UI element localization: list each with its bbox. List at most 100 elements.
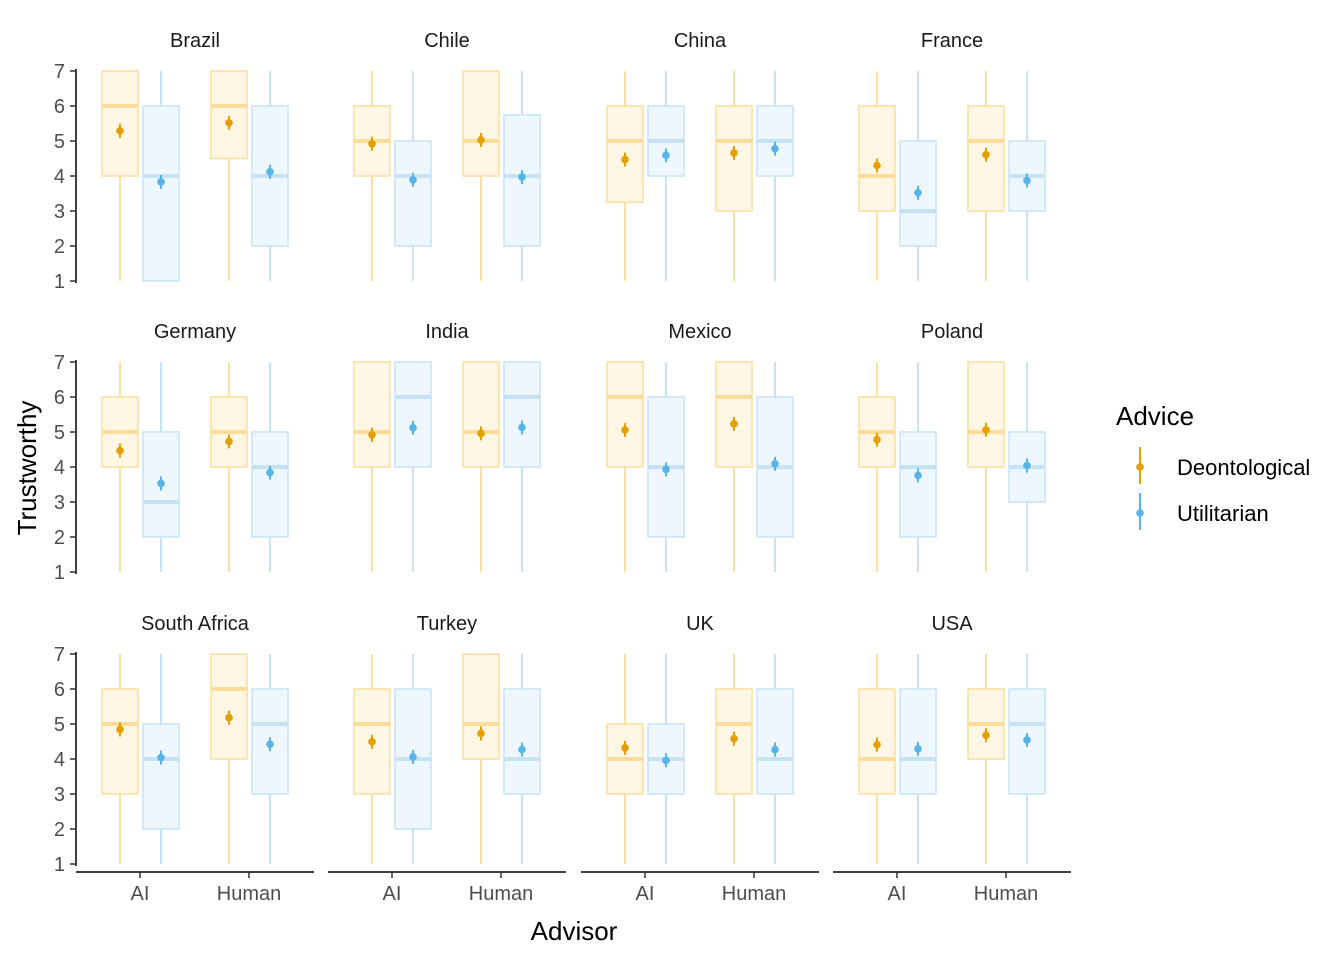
box: [503, 688, 541, 795]
mean-point: [368, 431, 376, 439]
box: [899, 431, 937, 538]
mean-point: [1023, 176, 1031, 185]
box: [462, 70, 500, 177]
y-tick-label: 3: [54, 492, 65, 514]
x-tick-label: Human: [469, 883, 533, 905]
box: [606, 361, 644, 468]
y-tick-label: 1: [54, 562, 65, 584]
facet-panel-mexico: Mexico: [606, 321, 794, 572]
box: [503, 361, 541, 468]
x-tick-label: AI: [888, 883, 907, 905]
x-tick-label: Human: [974, 883, 1038, 905]
mean-point: [730, 734, 738, 743]
legend-key-point: [1136, 509, 1144, 517]
y-axis-title: Trustworthy: [12, 401, 42, 536]
mean-point: [771, 460, 779, 468]
legend: Advice Deontological Utilitarian: [1116, 401, 1310, 530]
x-tick-label: AI: [383, 883, 402, 905]
facet-panel-turkey: Turkey AI Human: [328, 613, 566, 905]
mean-point: [982, 426, 990, 434]
legend-title: Advice: [1116, 401, 1194, 431]
y-tick-label: 5: [54, 422, 65, 444]
mean-point: [914, 745, 922, 753]
box: [101, 70, 139, 177]
y-tick-label: 7: [54, 61, 65, 83]
facet-panels: Brazil 1 2 3 4 5 6 7 Chile China France Germany 1 2 3 4…: [54, 30, 1071, 905]
box: [101, 688, 139, 795]
facet-panel-brazil: Brazil 1 2 3 4 5 6 7: [54, 30, 289, 293]
y-tick-label: 3: [54, 201, 65, 223]
mean-point: [662, 465, 670, 474]
mean-point: [518, 173, 526, 181]
mean-point: [266, 740, 274, 749]
mean-point: [621, 744, 629, 752]
legend-entry-label: Utilitarian: [1177, 501, 1269, 526]
mean-point: [621, 426, 629, 434]
box: [210, 653, 248, 760]
y-tick-label: 6: [54, 96, 65, 118]
facet-strip-label: Brazil: [170, 30, 220, 52]
facet-panel-uk: UK AI Human: [581, 613, 819, 905]
box: [899, 688, 937, 795]
x-axis-title: Advisor: [531, 916, 618, 946]
y-tick-label: 3: [54, 784, 65, 806]
mean-point: [225, 119, 233, 127]
facet-strip-label: Germany: [154, 321, 236, 343]
mean-point: [730, 149, 738, 157]
mean-point: [477, 429, 485, 438]
y-tick-label: 4: [54, 749, 65, 771]
y-tick-label: 2: [54, 819, 65, 841]
mean-point: [914, 471, 922, 480]
x-tick-label: AI: [131, 883, 150, 905]
facet-strip-label: USA: [931, 613, 973, 635]
mean-point: [477, 136, 485, 144]
box: [394, 361, 432, 468]
box: [715, 688, 753, 795]
y-tick-label: 5: [54, 131, 65, 153]
mean-point: [621, 155, 629, 164]
x-tick-label: Human: [722, 883, 786, 905]
mean-point: [368, 140, 376, 148]
facet-panel-germany: Germany 1 2 3 4 5 6 7: [54, 321, 289, 584]
box: [756, 688, 794, 795]
box: [462, 653, 500, 760]
box: [142, 723, 180, 830]
mean-point: [771, 745, 779, 754]
y-tick-label: 4: [54, 457, 65, 479]
mean-point: [518, 423, 526, 432]
mean-point: [771, 144, 779, 153]
box: [210, 70, 248, 160]
y-tick-label: 7: [54, 644, 65, 666]
mean-point: [116, 725, 124, 734]
facet-strip-label: Turkey: [417, 613, 477, 635]
facet-panel-chile: Chile: [353, 30, 541, 281]
box: [394, 140, 432, 247]
mean-point: [873, 740, 881, 749]
mean-point: [157, 479, 165, 488]
mean-point: [982, 731, 990, 739]
box: [251, 431, 289, 538]
y-tick-label: 1: [54, 271, 65, 293]
mean-point: [1023, 736, 1031, 744]
mean-point: [225, 437, 233, 446]
mean-point: [662, 151, 670, 160]
box: [462, 361, 500, 468]
mean-point: [116, 446, 124, 455]
facet-panel-france: France: [858, 30, 1046, 281]
facet-strip-label: UK: [686, 613, 714, 635]
y-tick-label: 6: [54, 387, 65, 409]
facet-strip-label: China: [674, 30, 727, 52]
legend-entry-label: Deontological: [1177, 455, 1310, 480]
mean-point: [982, 150, 990, 159]
mean-point: [225, 713, 233, 722]
mean-point: [116, 127, 124, 135]
mean-point: [409, 424, 417, 432]
mean-point: [518, 745, 526, 754]
facet-panel-china: China: [606, 30, 794, 281]
mean-point: [914, 189, 922, 197]
mean-point: [730, 420, 738, 428]
x-tick-label: Human: [217, 883, 281, 905]
mean-point: [873, 161, 881, 170]
mean-point: [873, 435, 881, 444]
facet-panel-india: India: [353, 321, 541, 572]
